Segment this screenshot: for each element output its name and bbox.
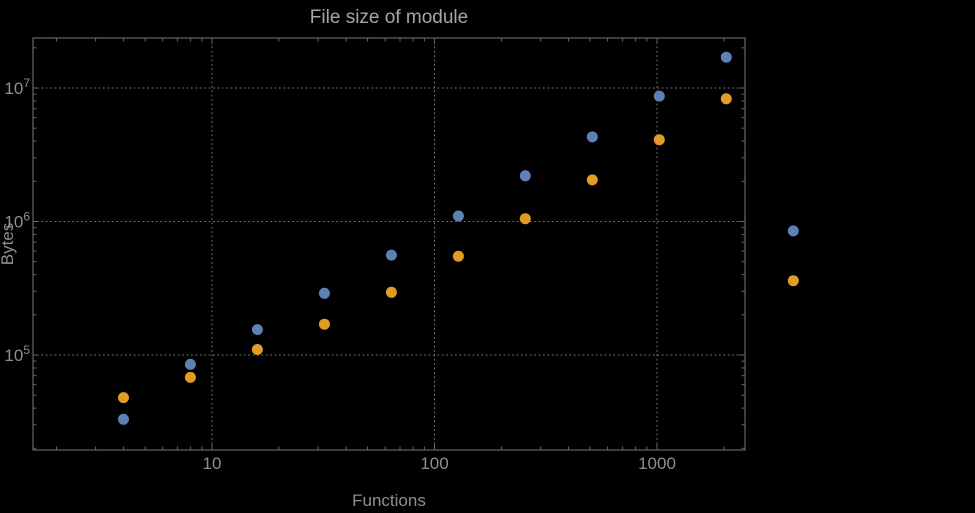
data-point [653,134,665,146]
gridlines [32,37,746,451]
data-point [452,250,464,262]
y-tick-label: 107 [4,76,30,98]
x-tick-label: 100 [420,454,448,473]
data-point [318,287,330,299]
data-point [251,344,263,355]
y-tick-label: 106 [4,210,30,232]
x-tick-label: 10 [203,454,222,473]
data-point [787,275,799,287]
x-axis-label: Functions [352,491,426,510]
axis-ticks [33,38,745,450]
data-point [385,249,397,261]
y-tick-label: 105 [4,343,30,365]
data-points [118,51,799,425]
x-tick-label: 1000 [638,454,676,473]
data-point [318,318,330,330]
data-point [251,324,263,336]
data-point [385,286,397,298]
chart-title: File size of module [310,7,468,28]
plot-frame [32,37,746,451]
data-point [519,213,531,225]
data-point [184,371,196,383]
data-point [653,90,665,102]
y-axis-label: Bytes [0,223,17,266]
data-point [452,210,464,222]
data-point [720,51,732,63]
x-tick-labels: 10 100 1000 [203,454,676,473]
data-point [184,358,196,370]
data-point [787,225,799,237]
y-tick-labels: 105 106 107 [4,76,30,365]
data-point [586,174,598,186]
data-point [586,131,598,143]
data-point [118,413,129,425]
data-point [118,392,129,404]
blue-series [118,51,799,425]
orange-series [118,93,799,404]
data-point [720,93,732,105]
data-point [519,170,531,182]
